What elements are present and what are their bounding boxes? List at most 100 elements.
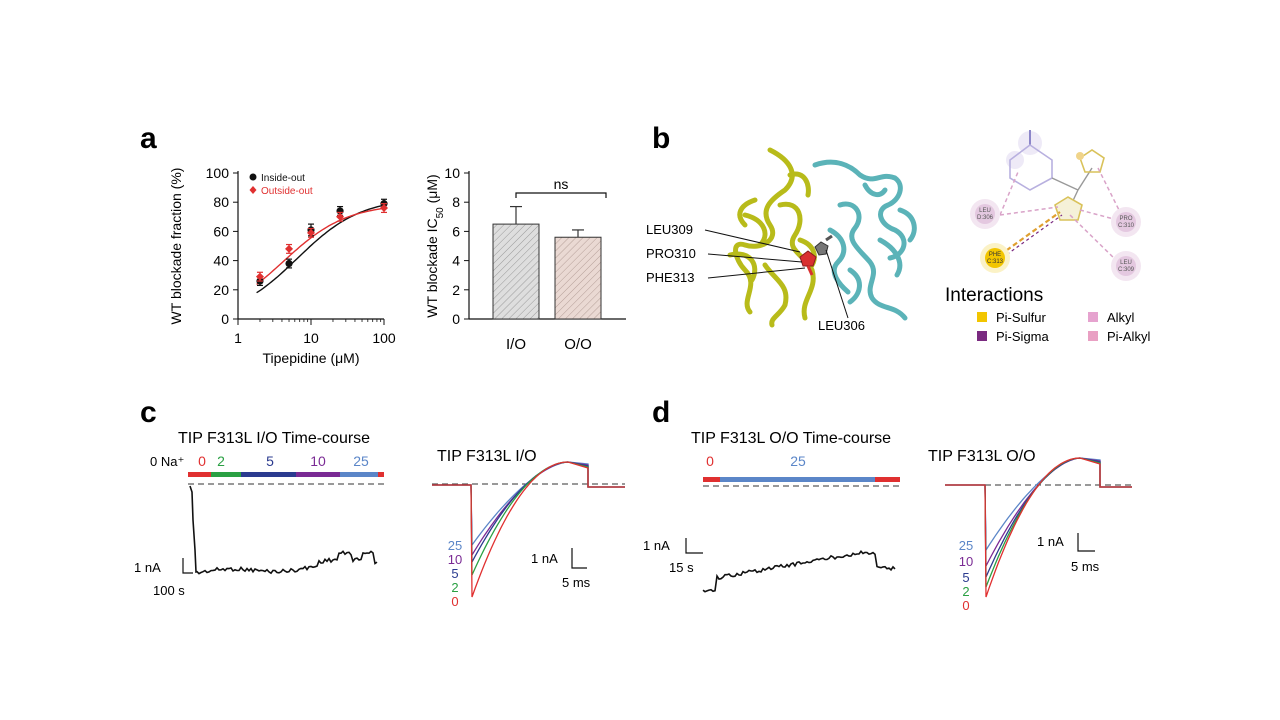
trace-label-10: 10	[448, 552, 462, 567]
scale-current-io: 1 nA	[134, 560, 161, 575]
interactions-title: Interactions	[945, 285, 1043, 306]
panel-label-d: d	[652, 396, 670, 429]
leader-line-pro310	[707, 253, 803, 263]
traces-scale-current-oo: 1 nA	[1037, 534, 1064, 549]
trace-label-0-oo: 0	[962, 598, 969, 613]
legend-label-inside-out: Inside-out	[261, 173, 305, 184]
legend-label-pi-sulfur: Pi-Sulfur	[996, 310, 1047, 325]
svg-text:C:309: C:309	[1118, 267, 1135, 273]
trace-label-25-oo: 25	[959, 538, 973, 553]
y-tick-label: 100	[206, 165, 230, 181]
conc-label-0-oo: 0	[706, 453, 714, 469]
significance-label: ns	[554, 176, 569, 192]
residue-label-phe313: PHE313	[646, 270, 694, 285]
conc-label-25-oo: 25	[790, 453, 806, 469]
svg-text:D:306: D:306	[977, 215, 994, 221]
panel-d-timecourse: TIP F313L O/O Time-course 0 25 1 nA 15 s	[643, 430, 900, 593]
scale-bar-io	[182, 558, 193, 574]
legend-label-alkyl: Alkyl	[1107, 310, 1135, 325]
trace-label-10-oo: 10	[959, 554, 973, 569]
significance-bracket	[515, 192, 607, 198]
data-point-outside-out	[336, 212, 345, 221]
current-trace-0	[945, 457, 1132, 598]
panel-d-traces: TIP F313L O/O 25 10 5 2 0 1 nA 5 ms	[928, 448, 1132, 613]
traces-scale-bar-io	[571, 548, 587, 569]
y-tick-label: 40	[213, 253, 229, 269]
piperidine-ring	[1009, 144, 1053, 191]
scale-current-oo: 1 nA	[643, 538, 670, 553]
svg-text:PRO: PRO	[1119, 216, 1132, 222]
trace-label-2: 2	[451, 580, 458, 595]
y-tick-label: 6	[452, 223, 460, 239]
y-tick-label: 4	[452, 253, 460, 269]
traces-title-io: TIP F313L I/O	[437, 448, 537, 465]
residue-label-leu306: LEU306	[818, 318, 865, 333]
legend-swatch-pi-sigma	[977, 331, 987, 341]
pi-sulfur-line	[999, 211, 1061, 256]
scale-time-io: 100 s	[153, 583, 185, 598]
interaction-diagram: LEU D:306 PRO C:310 PHE C:313 LEU C:309	[970, 130, 1141, 281]
leader-line-leu306	[825, 249, 849, 319]
fit-curve-outside-out	[256, 207, 385, 285]
residue-node-leu-c309: LEU C:309	[1111, 251, 1141, 281]
y-axis-label: WT blockade IC50 (μM)	[424, 174, 446, 317]
traces-scale-time-io: 5 ms	[562, 575, 591, 590]
conc-label-2: 2	[217, 453, 225, 469]
legend-swatch-alkyl	[1088, 312, 1098, 322]
timecourse-trace-oo	[702, 550, 896, 593]
pi-sigma-line	[1001, 214, 1063, 259]
residue-node-pro-c310: PRO C:310	[1111, 207, 1141, 237]
data-point-outside-out	[307, 228, 315, 237]
svg-text:LEU: LEU	[1120, 260, 1132, 266]
bar-category-label: O/O	[564, 336, 592, 353]
bar-oo	[554, 236, 602, 320]
dose-response-points	[255, 198, 388, 287]
x-tick-label: 100	[372, 330, 396, 346]
dose-response-chart: 0 20 40 60 80 100 1 10 100 Tipepidine (μM) WT bloc…	[168, 165, 396, 366]
residue-label-pro310: PRO310	[646, 246, 696, 261]
trace-label-25: 25	[448, 538, 462, 553]
data-point-outside-out	[255, 272, 264, 281]
tipepidine-ligand	[799, 234, 833, 276]
trace-label-2-oo: 2	[962, 584, 969, 599]
legend-marker-outside-out	[249, 186, 257, 194]
current-trace-25	[432, 461, 625, 547]
conc-label-10: 10	[310, 453, 326, 469]
legend-label-pi-sigma: Pi-Sigma	[996, 329, 1050, 344]
legend-label-pi-alkyl: Pi-Alkyl	[1107, 329, 1150, 344]
conc-label-5: 5	[266, 453, 274, 469]
y-tick-label: 0	[221, 311, 229, 327]
legend-swatch-pi-sulfur	[977, 312, 987, 322]
y-tick-label: 80	[213, 194, 229, 210]
sodium-label: 0 Na⁺	[150, 454, 184, 469]
y-axis-label: WT blockade fraction (%)	[168, 168, 184, 325]
application-bar-oo	[703, 477, 900, 482]
traces-scale-time-oo: 5 ms	[1071, 559, 1100, 574]
scale-time-oo: 15 s	[669, 560, 694, 575]
legend-label-outside-out: Outside-out	[261, 186, 313, 197]
trace-label-5-oo: 5	[962, 570, 969, 585]
trace-label-5: 5	[451, 566, 458, 581]
thiophene-ring-lower	[1054, 196, 1083, 221]
y-tick-label: 10	[444, 165, 460, 181]
scale-bar-oo	[685, 538, 703, 554]
panel-c-timecourse: TIP F313L I/O Time-course 0 Na⁺ 0 2 5 10…	[134, 430, 384, 598]
svg-text:LEU: LEU	[979, 208, 991, 214]
timecourse-trace-io	[189, 485, 378, 575]
application-bar-io	[188, 472, 384, 477]
protein-structure: LEU309 PRO310 PHE313 LEU306	[646, 147, 917, 333]
svg-text:PHE: PHE	[989, 252, 1001, 258]
x-tick-label: 1	[234, 330, 242, 346]
leader-line-leu309	[704, 229, 801, 253]
current-traces-oo	[945, 457, 1132, 598]
residue-node-leu-d306: LEU D:306	[970, 199, 1000, 229]
current-trace-0	[432, 461, 625, 598]
panel-label-a: a	[140, 122, 157, 155]
dose-response-axes: 0 20 40 60 80 100 1 10 100 Tipepidine (μM) WT bloc…	[168, 165, 396, 366]
y-tick-label: 2	[452, 282, 460, 298]
residue-node-phe-c313: PHE C:313	[980, 243, 1010, 273]
data-point-inside-out	[285, 259, 293, 268]
fit-curve-inside-out	[256, 204, 385, 294]
